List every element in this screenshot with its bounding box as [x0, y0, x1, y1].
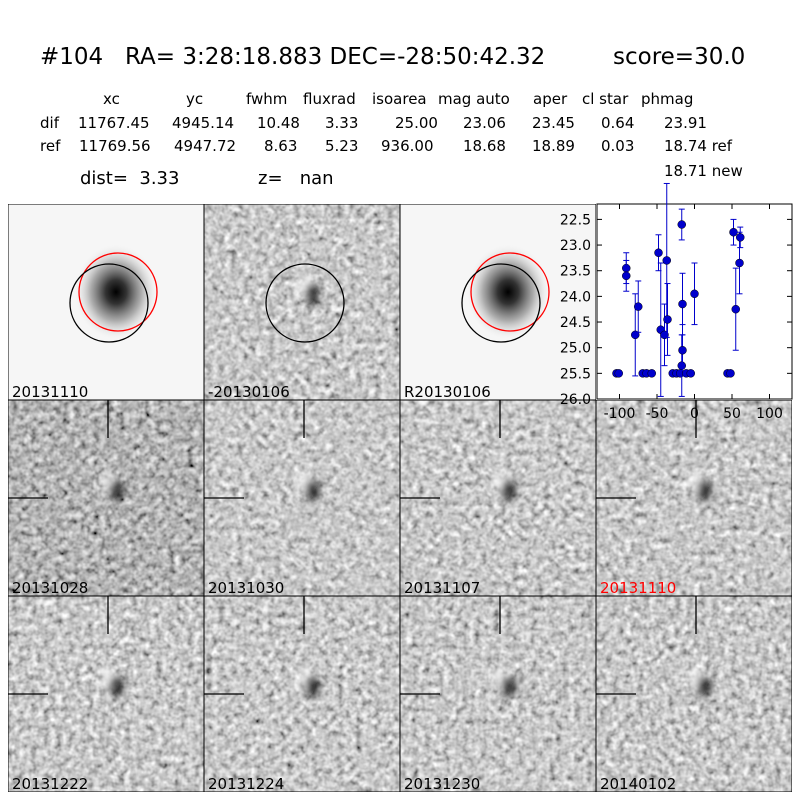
data-point: [678, 299, 687, 309]
image-panel: -20130106: [204, 204, 400, 401]
column-header: isoarea: [372, 90, 427, 108]
column-header: mag auto: [438, 90, 510, 108]
table-cell: 11769.56: [79, 137, 151, 155]
table-cell: 10.48: [257, 114, 300, 132]
data-point: [647, 369, 656, 378]
y-tick-label: 24.5: [560, 315, 591, 331]
x-tick-label: 100: [756, 406, 783, 422]
redshift: z= nan: [258, 168, 334, 189]
panel-label: 20131107: [404, 579, 480, 597]
panel-label: 20131028: [12, 579, 88, 597]
column-header: cl star: [582, 90, 629, 108]
data-point: [662, 256, 671, 265]
data-point: [726, 369, 735, 378]
y-tick-label: 25.5: [560, 366, 591, 382]
image-panel: 20131224: [204, 596, 400, 793]
light-curve: 22.5 23.0 23.5 24.0 24.5 25.0 25.5 26.0 -100 -50 0…: [560, 182, 793, 422]
table-cell: 23.45: [532, 114, 575, 132]
table-cell: 18.74 ref: [664, 137, 733, 155]
x-tick-label: -50: [646, 406, 669, 422]
image-panel: 20131030: [204, 400, 400, 597]
image-panel: 20131110: [8, 204, 204, 401]
panel-label: 20131110: [12, 383, 88, 401]
data-point: [663, 315, 672, 324]
column-header: fwhm: [246, 90, 287, 108]
y-tick-label: 26.0: [560, 392, 591, 408]
data-point: [735, 258, 744, 268]
data-point: [686, 369, 695, 378]
image-panel: 20131028: [8, 400, 204, 597]
data-point: [678, 346, 687, 355]
image-panel: 20131107: [400, 400, 596, 597]
panel-label: 20131030: [208, 579, 284, 597]
panel-label: 20131222: [12, 775, 88, 793]
panel-label: 20140102: [600, 775, 676, 793]
coordinates: RA= 3:28:18.883 DEC=-28:50:42.32: [125, 44, 545, 70]
data-point: [631, 330, 640, 340]
x-tick-label: 50: [723, 406, 741, 422]
y-tick-label: 23.0: [560, 238, 591, 254]
data-point: [622, 271, 631, 281]
column-header: xc: [103, 90, 120, 108]
data-point: [677, 361, 686, 370]
table-cell: 8.63: [264, 137, 297, 155]
data-point: [654, 248, 663, 257]
data-point: [736, 233, 745, 242]
panel-label: R20130106: [404, 383, 491, 401]
row-label: ref: [40, 137, 61, 155]
table-cell: 4947.72: [174, 137, 236, 155]
panel-label: 20131110: [600, 579, 676, 597]
image-panel: R20130106: [400, 204, 596, 401]
image-panel: 20140102: [596, 596, 792, 793]
table-cell: 25.00: [395, 114, 438, 132]
table-cell: 0.03: [601, 137, 634, 155]
panels: 20131110 -20130106 R20130106 20131028 201310…: [8, 204, 792, 793]
image-panel: 20131110: [596, 400, 792, 597]
distance: dist= 3.33: [80, 168, 179, 189]
y-tick-label: 24.0: [560, 289, 591, 305]
panel-label: 20131224: [208, 775, 284, 793]
data-point: [614, 369, 623, 378]
x-tick-label: -100: [604, 406, 636, 422]
y-tick-label: 25.0: [560, 341, 591, 357]
column-header: yc: [186, 90, 203, 108]
table-cell: 11767.45: [78, 114, 150, 132]
table-cell: 18.89: [532, 137, 575, 155]
table-cell: 23.91: [664, 114, 707, 132]
table-cell: 936.00: [381, 137, 434, 155]
data-point: [729, 227, 738, 237]
row-label: dif: [40, 114, 60, 132]
column-header: aper: [533, 90, 568, 108]
table-cell: 18.68: [463, 137, 506, 155]
panel-label: 20131230: [404, 775, 480, 793]
data-point: [731, 304, 740, 314]
image-panel: 20131230: [400, 596, 596, 793]
column-header: phmag: [641, 90, 693, 108]
table-cell: 5.23: [325, 137, 358, 155]
y-tick-label: 23.5: [560, 264, 591, 280]
candidate-id: #104: [40, 44, 103, 70]
image-panel: 20131222: [8, 596, 204, 793]
y-tick-label: 22.5: [560, 212, 591, 228]
table-cell: 23.06: [463, 114, 506, 132]
data-point: [690, 289, 699, 299]
table-extra: 18.71 new: [664, 162, 743, 180]
table-cell: 0.64: [601, 114, 634, 132]
table-cell: 4945.14: [172, 114, 234, 132]
column-header: fluxrad: [303, 90, 356, 108]
panel-label: -20130106: [208, 383, 290, 401]
data-point: [677, 220, 686, 229]
score: score=30.0: [613, 44, 745, 70]
data-point: [634, 302, 643, 311]
x-tick-label: 0: [690, 406, 699, 422]
table-cell: 3.33: [325, 114, 358, 132]
